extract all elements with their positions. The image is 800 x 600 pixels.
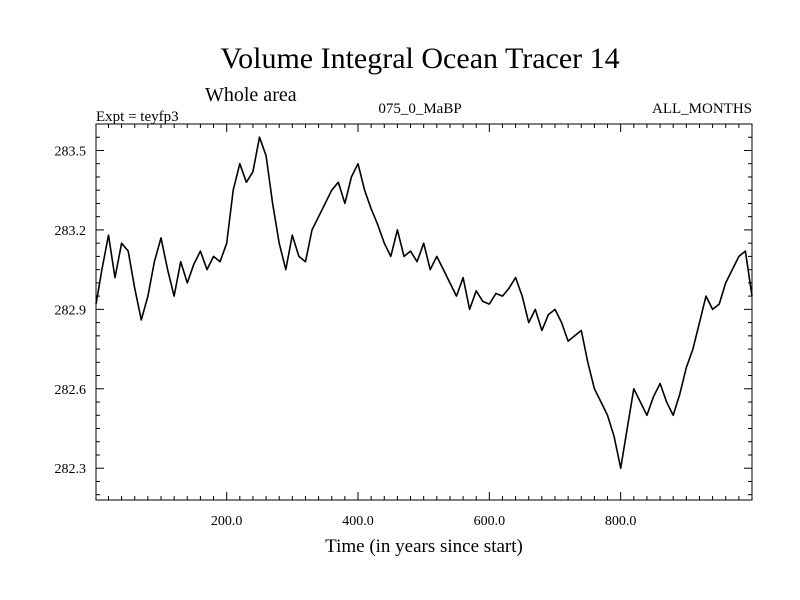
x-axis: 200.0 400.0 600.0 800.0 bbox=[107, 124, 740, 529]
experiment-label: Expt = teyfp3 bbox=[96, 109, 179, 125]
series-line bbox=[95, 136, 753, 470]
chart-title: Volume Integral Ocean Tracer 14 bbox=[220, 42, 619, 75]
y-tick-label: 282.9 bbox=[55, 303, 87, 318]
y-axis: 282.3 282.6 282.9 283.2 283.5 bbox=[55, 123, 752, 496]
chart-subtitle: Whole area bbox=[205, 84, 297, 106]
y-tick-label: 283.5 bbox=[55, 144, 87, 159]
x-axis-label: Time (in years since start) bbox=[325, 536, 523, 557]
y-tick-label: 282.6 bbox=[55, 383, 87, 398]
x-tick-label: 200.0 bbox=[211, 514, 243, 529]
y-tick-label: 282.3 bbox=[55, 462, 87, 477]
period-label: 075_0_MaBP bbox=[378, 101, 461, 117]
x-tick-label: 800.0 bbox=[605, 514, 637, 529]
x-tick-label: 400.0 bbox=[342, 514, 374, 529]
x-tick-label: 600.0 bbox=[474, 514, 506, 529]
months-label: ALL_MONTHS bbox=[652, 101, 752, 117]
plot-frame bbox=[95, 123, 753, 501]
y-tick-label: 283.2 bbox=[55, 224, 87, 239]
